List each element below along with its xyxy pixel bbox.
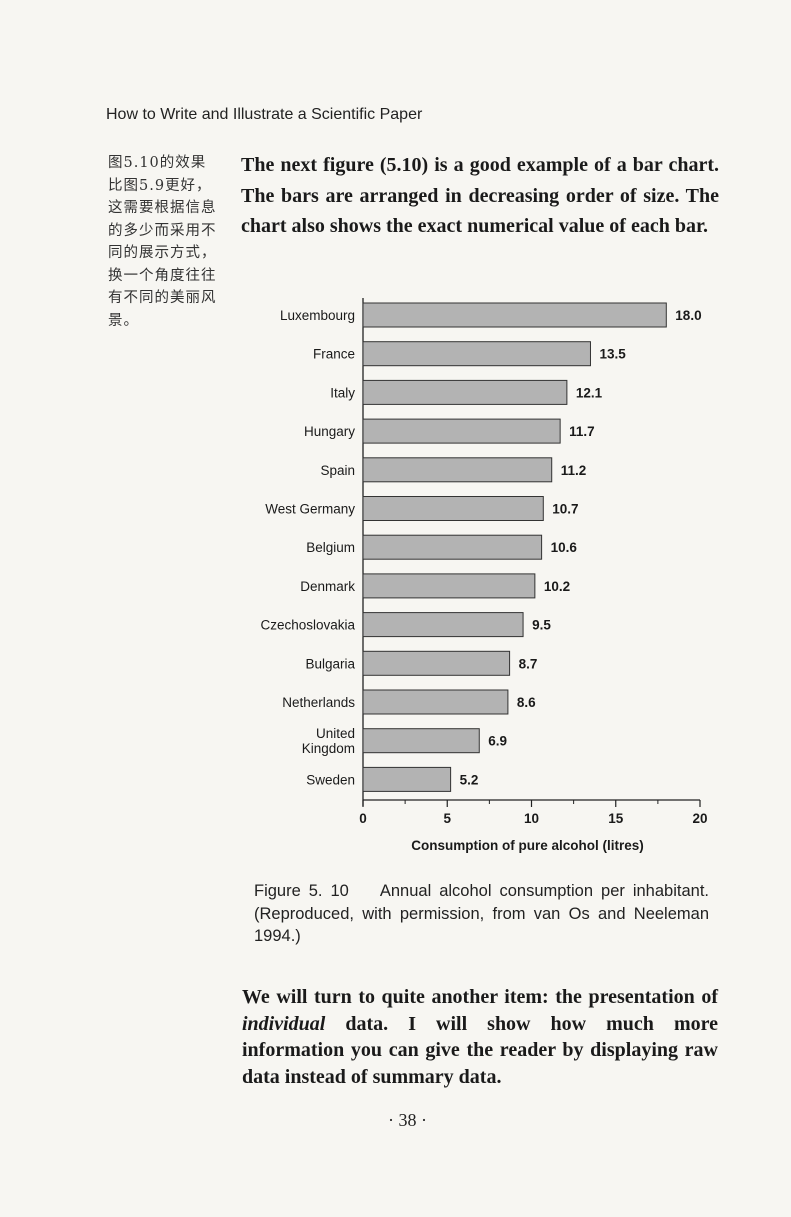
value-label: 11.7	[569, 424, 595, 439]
figure-caption-text: Annual alcohol consumption per inhabitan…	[254, 882, 709, 945]
figure-label: Figure 5. 10	[254, 882, 349, 900]
bar-chart: Luxembourg 18.0 France 13.5 Italy 12.1 Hungary…	[260, 298, 708, 853]
x-tick-label: 15	[608, 811, 624, 826]
bar	[362, 728, 480, 754]
bar	[362, 457, 553, 483]
value-label: 10.6	[551, 540, 578, 555]
category-label: Italy	[330, 385, 355, 400]
bar	[362, 689, 509, 715]
value-label: 9.5	[532, 618, 551, 633]
outro-emphasis: individual	[242, 1012, 326, 1035]
value-label: 8.6	[517, 695, 536, 710]
category-label: Luxembourg	[280, 308, 355, 323]
category-label: United Kingdom	[302, 726, 355, 756]
category-label: Spain	[320, 463, 355, 478]
value-label: 6.9	[488, 734, 507, 749]
bar	[362, 573, 536, 599]
value-label: 12.1	[576, 385, 603, 400]
value-label: 18.0	[675, 308, 701, 323]
value-label: 5.2	[460, 772, 479, 787]
page-number: · 38 ·	[388, 1110, 427, 1130]
margin-note: 图5.10的效果比图5.9更好，这需要根据信息的多少而采用不同的展示方式，换一个…	[108, 155, 217, 329]
outro-text-end: data. I will show how much more informat…	[242, 1012, 718, 1088]
bar	[362, 534, 543, 560]
x-tick-label: 0	[359, 811, 367, 826]
category-label: Sweden	[306, 772, 355, 787]
category-label: Belgium	[306, 540, 355, 555]
category-label: Hungary	[304, 424, 355, 439]
category-label: France	[313, 347, 355, 362]
bar	[362, 341, 591, 367]
bar	[362, 302, 667, 328]
category-label: Bulgaria	[305, 656, 355, 671]
x-tick-label: 10	[524, 811, 539, 826]
category-label: Czechoslovakia	[260, 618, 355, 633]
bar	[362, 766, 452, 792]
x-axis-label: Consumption of pure alcohol (litres)	[411, 838, 644, 853]
x-tick-label: 20	[692, 811, 707, 826]
value-label: 10.7	[552, 502, 578, 517]
bar	[362, 379, 568, 405]
bar	[362, 496, 544, 521]
intro-paragraph: The next figure (5.10) is a good example…	[241, 154, 719, 237]
value-label: 8.7	[519, 656, 538, 671]
value-label: 11.2	[561, 463, 587, 478]
value-label: 10.2	[544, 579, 570, 594]
x-tick-label: 5	[443, 811, 451, 826]
outro-paragraph: We will turn to quite another item: the …	[242, 984, 718, 1090]
outro-text-start: We will turn to quite another item: the …	[242, 986, 718, 1008]
bar	[362, 418, 561, 444]
value-label: 13.5	[599, 347, 626, 362]
category-label: West Germany	[265, 502, 355, 517]
running-head: How to Write and Illustrate a Scientific…	[106, 106, 423, 123]
category-label: Denmark	[300, 579, 355, 594]
bar	[362, 650, 511, 676]
bar	[362, 612, 524, 638]
category-label: Netherlands	[282, 695, 355, 710]
figure-caption: Figure 5. 10 Annual alcohol consumption …	[254, 880, 709, 948]
